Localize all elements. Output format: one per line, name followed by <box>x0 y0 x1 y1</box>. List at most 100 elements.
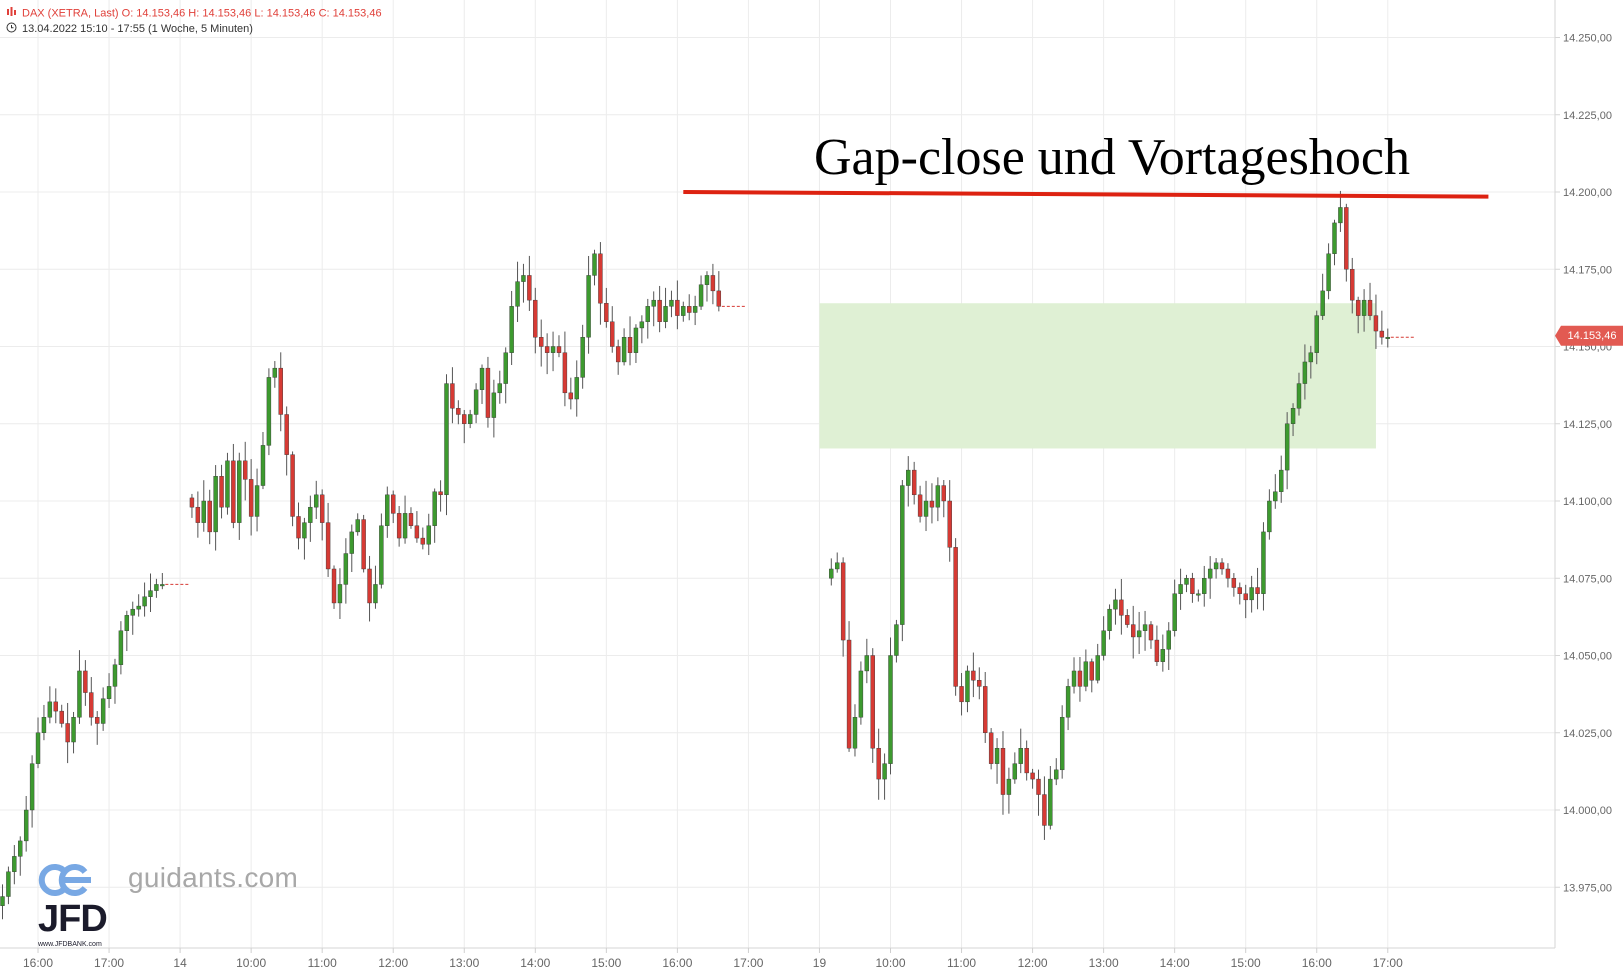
candle-body <box>852 717 858 749</box>
candle-body <box>1048 778 1053 826</box>
candle-body <box>503 352 508 384</box>
gap-zone <box>819 303 1376 449</box>
candle-body <box>278 367 283 415</box>
y-tick-label: 14.125,00 <box>1563 419 1612 431</box>
candle-body <box>1202 578 1207 594</box>
candle-body <box>456 408 461 415</box>
candle-body <box>355 519 360 533</box>
candle-body <box>1000 748 1006 795</box>
candle-body <box>876 748 881 780</box>
candle-body <box>272 367 278 378</box>
candle-body <box>929 500 935 508</box>
candle-body <box>1113 599 1118 610</box>
y-tick-label: 13.975,00 <box>1563 882 1612 894</box>
candle-body <box>189 497 195 508</box>
x-tick-label: 11:00 <box>947 956 976 970</box>
x-tick-label: 12:00 <box>1018 956 1048 970</box>
candle-body <box>550 346 556 353</box>
candle-body <box>1296 383 1302 409</box>
candle-body <box>604 303 609 322</box>
candle-body <box>1355 299 1361 316</box>
candle-body <box>598 253 603 304</box>
candle-body <box>284 414 289 455</box>
candle-body <box>917 494 923 517</box>
candle-body <box>219 476 224 508</box>
candle-body <box>95 717 100 724</box>
candle-body <box>716 290 722 307</box>
candle-body <box>1367 299 1373 316</box>
candle-body <box>562 352 568 394</box>
candle-body <box>1166 630 1171 650</box>
candle-body <box>941 485 946 502</box>
candle-body <box>438 491 443 496</box>
candle-body <box>367 568 372 604</box>
candle-body <box>539 337 544 347</box>
y-tick-label: 14.025,00 <box>1563 728 1612 740</box>
candle-body <box>900 485 905 625</box>
candle-body <box>1338 207 1343 224</box>
candle-body <box>343 553 349 585</box>
candle-body <box>1213 562 1219 570</box>
candle-body <box>1207 568 1213 579</box>
candle-body <box>829 568 834 579</box>
candle-body <box>402 513 408 539</box>
candle-body <box>1302 361 1308 384</box>
y-tick-label: 14.175,00 <box>1563 264 1612 276</box>
candlestick-icon <box>6 7 17 20</box>
y-tick-label: 14.200,00 <box>1563 187 1612 199</box>
candle-body <box>864 655 870 672</box>
y-tick-label: 14.075,00 <box>1563 573 1612 585</box>
x-tick-label: 15:00 <box>591 956 621 970</box>
x-tick-label: 17:00 <box>733 956 763 970</box>
candle-body <box>894 624 899 656</box>
candle-body <box>1071 670 1077 687</box>
candle-body <box>6 871 11 897</box>
candle-body <box>906 469 911 486</box>
candle-body <box>521 275 526 282</box>
x-tick-label: 17:00 <box>1373 956 1403 970</box>
candle-body <box>621 337 627 363</box>
x-tick-label: 14:00 <box>1160 956 1190 970</box>
candle-body <box>420 537 426 545</box>
candle-body <box>0 896 5 906</box>
candle-body <box>379 525 384 585</box>
y-tick-label: 14.225,00 <box>1563 110 1612 122</box>
candle-body <box>23 809 29 842</box>
candle-body <box>1054 769 1059 780</box>
candle-body <box>391 494 396 514</box>
candle-body <box>983 686 988 733</box>
candle-body <box>1125 615 1130 625</box>
resistance-line <box>683 190 1489 199</box>
candle-body <box>888 655 893 764</box>
candle-body <box>1018 748 1023 764</box>
candle-body <box>882 763 887 780</box>
candle-body <box>1273 491 1278 502</box>
candle-body <box>651 299 656 307</box>
candle-body <box>1131 624 1136 638</box>
candle-body <box>675 299 680 316</box>
candle-body <box>1344 207 1349 270</box>
candle-body <box>615 346 621 363</box>
candle-body <box>1024 748 1029 774</box>
x-tick-label: 14:00 <box>520 956 550 970</box>
candle-body <box>59 710 64 724</box>
candle-body <box>396 513 402 539</box>
candle-body <box>243 460 248 480</box>
candle-body <box>1095 655 1100 681</box>
candle-body <box>527 275 532 301</box>
candle-body <box>35 732 41 764</box>
jfd-logo: JFD <box>38 898 108 940</box>
candle-body <box>1326 253 1331 292</box>
range-header: 13.04.2022 15:10 - 17:55 (1 Woche, 5 Min… <box>6 22 253 36</box>
candle-body <box>1261 531 1266 594</box>
candle-body <box>497 383 502 394</box>
candle-body <box>965 670 970 703</box>
candle-body <box>533 299 538 338</box>
candle-body <box>1249 587 1254 601</box>
candle-body <box>89 692 94 718</box>
candle-body <box>1006 778 1012 795</box>
candle-body <box>290 454 295 517</box>
candle-body <box>870 655 875 749</box>
